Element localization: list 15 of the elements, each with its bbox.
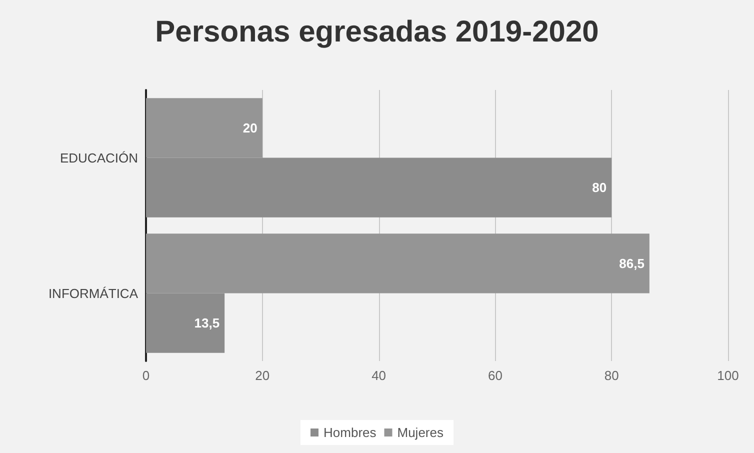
chart-title: Personas egresadas 2019-2020 xyxy=(155,16,599,48)
x-tick-label: 80 xyxy=(604,368,619,383)
y-tick-label: EDUCACIÓN xyxy=(60,150,138,166)
y-tick-label: INFORMÁTICA xyxy=(48,286,138,301)
data-label: 80 xyxy=(592,180,607,196)
data-label: 13,5 xyxy=(194,316,220,331)
x-tick-label: 60 xyxy=(488,368,502,383)
x-tick-label: 20 xyxy=(255,368,270,383)
x-tick-label: 40 xyxy=(372,368,386,383)
x-tick-label: 100 xyxy=(717,368,739,383)
data-label: 86,5 xyxy=(619,256,644,271)
legend-label: Hombres xyxy=(324,425,377,440)
data-label: 20 xyxy=(242,120,258,136)
x-tick-label: 0 xyxy=(142,368,150,383)
legend-label: Mujeres xyxy=(397,425,444,440)
